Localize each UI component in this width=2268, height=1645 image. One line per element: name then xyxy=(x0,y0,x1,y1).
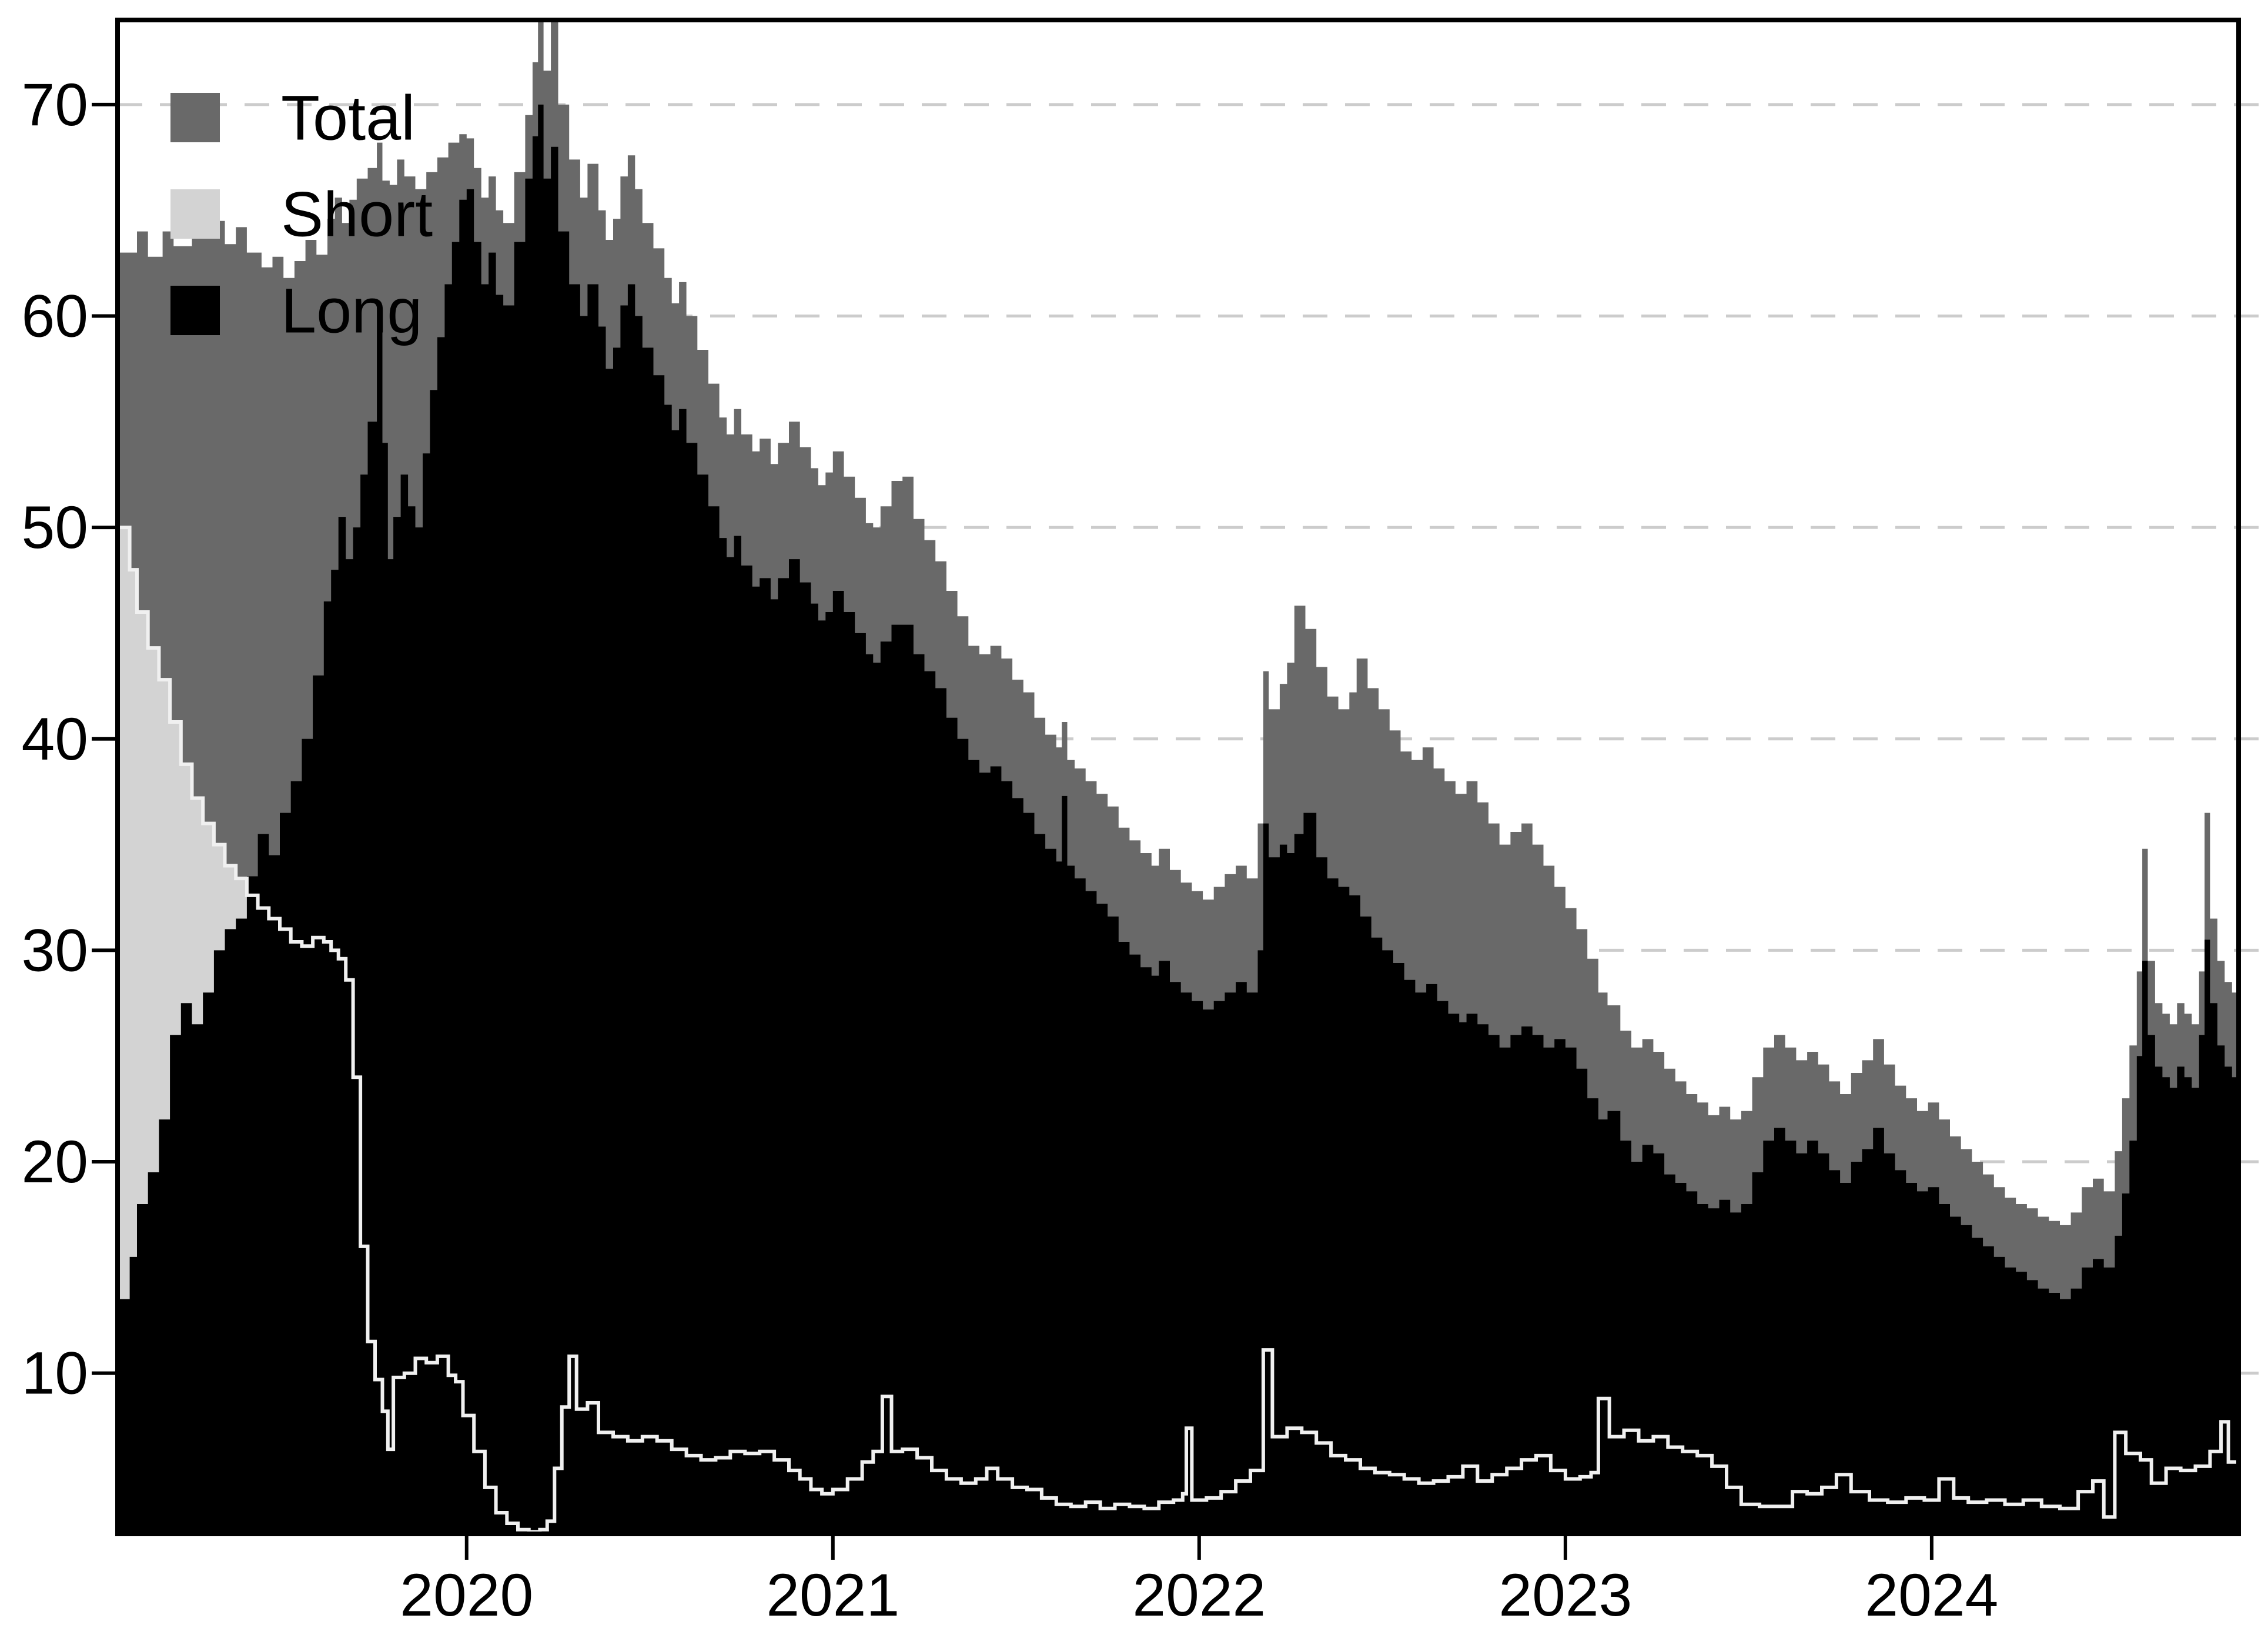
y-axis-label-60: 60 xyxy=(22,282,88,349)
x-axis-label-2024: 2024 xyxy=(1865,1562,1998,1629)
x-axis-label-2022: 2022 xyxy=(1132,1562,1266,1629)
legend-swatch-total xyxy=(170,93,220,142)
y-axis-label-10: 10 xyxy=(22,1340,88,1407)
x-axis-label-2021: 2021 xyxy=(766,1562,899,1629)
area-long xyxy=(118,104,2239,1534)
y-axis-label-70: 70 xyxy=(22,71,88,138)
short-overlay-line xyxy=(118,526,2239,1534)
legend-label-short: Short xyxy=(281,179,433,250)
plot-border xyxy=(115,18,2241,1536)
x-axis-label-2023: 2023 xyxy=(1498,1562,1632,1629)
y-axis-label-50: 50 xyxy=(22,494,88,561)
legend-label-total: Total xyxy=(281,82,415,153)
legend-swatch-short xyxy=(170,189,220,239)
x-axis-label-2020: 2020 xyxy=(400,1562,533,1629)
y-axis-label-30: 30 xyxy=(22,917,88,984)
y-axis-label-20: 20 xyxy=(22,1128,88,1195)
legend-swatch-long xyxy=(170,286,220,335)
y-axis-label-40: 40 xyxy=(22,706,88,773)
legend-label-long: Long xyxy=(281,275,422,346)
